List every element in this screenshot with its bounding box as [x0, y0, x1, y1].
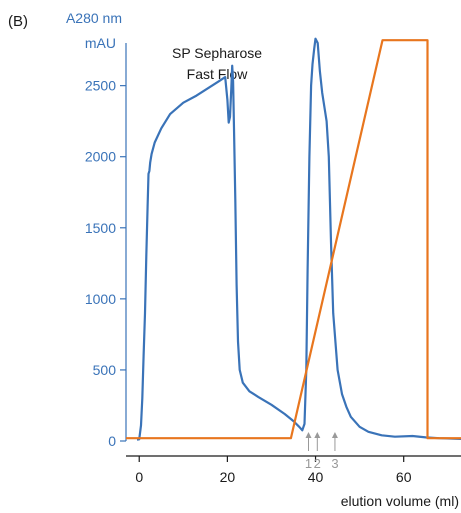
x-tick-label: 20 [220, 469, 236, 485]
axes: 0 500 1000 1500 2000 2500 0 20 40 60 [85, 43, 461, 485]
absorbance-line [136, 37, 461, 441]
y-tick-label: 2500 [85, 78, 116, 94]
x-tick-label: 40 [308, 469, 324, 485]
x-tick-label: 60 [396, 469, 412, 485]
fraction-label-3: 3 [331, 456, 338, 471]
y-tick-label: 500 [93, 362, 117, 378]
column-annotation-line1: SP Sepharose [172, 45, 262, 61]
y-tick-label: 1500 [85, 220, 116, 236]
x-tick-label: 0 [135, 469, 143, 485]
series-layer [126, 37, 461, 441]
fraction-arrowhead-1 [305, 432, 312, 438]
fraction-label-1: 1 [305, 456, 312, 471]
fraction-label-2: 2 [314, 456, 321, 471]
column-annotation-line2: Fast Flow [187, 66, 249, 82]
panel-label: (B) [8, 13, 28, 30]
gradient-line [126, 39, 461, 440]
fraction-arrowhead-3 [331, 432, 338, 438]
y-tick-label: 0 [108, 433, 116, 449]
y-axis-title: A280 nm [66, 10, 122, 26]
y-tick-label: 1000 [85, 291, 116, 307]
x-axis-title: elution volume (ml) [341, 493, 459, 509]
fraction-arrowhead-2 [314, 432, 321, 438]
y-tick-label: 2000 [85, 149, 116, 165]
y-axis-unit: mAU [85, 35, 116, 51]
